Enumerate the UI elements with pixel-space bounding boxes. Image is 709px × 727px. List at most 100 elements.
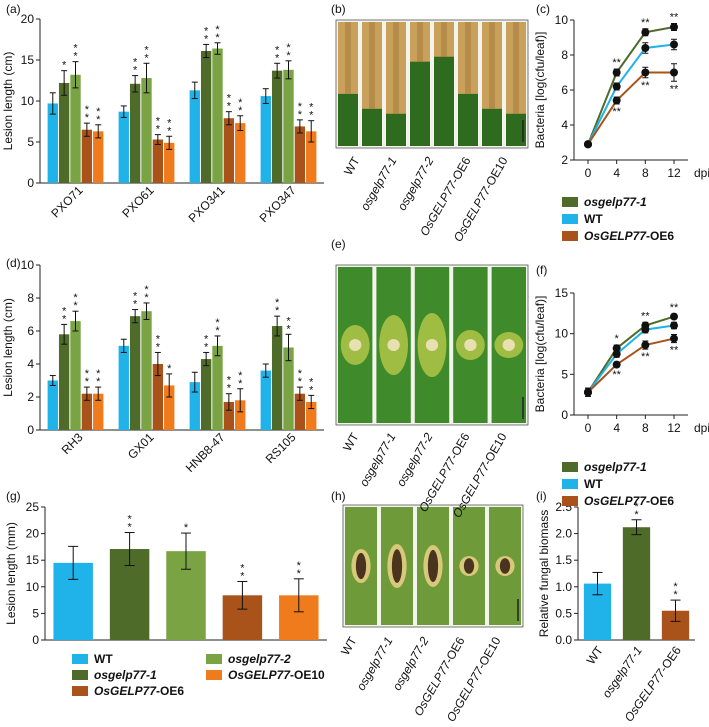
significance-star: * bbox=[133, 57, 138, 69]
chart-i-fungal-biomass: 0.00.51.01.52.02.5WT**osgelp77-1**OsGELP… bbox=[537, 500, 695, 724]
legend-label: OsGELP77-OE6 bbox=[584, 229, 674, 243]
x-tick-label: 0 bbox=[585, 421, 592, 435]
data-point bbox=[670, 334, 678, 343]
significance-star: * bbox=[297, 560, 302, 572]
leaf-lesion-core bbox=[355, 552, 367, 580]
bar bbox=[200, 359, 212, 430]
y-tick-label: 0 bbox=[27, 423, 34, 437]
bar bbox=[271, 326, 283, 430]
legend-label: osgelp77-1 bbox=[584, 195, 647, 209]
legend-label: osgelp77-1 bbox=[584, 460, 647, 474]
inoculation-site bbox=[387, 339, 400, 351]
photo-e-leaf-streak bbox=[335, 264, 529, 426]
photo-h-genotype-labels: WTosgelp77-1osgelp77-2OsGELP77-OE6OsGELP… bbox=[338, 634, 504, 724]
significance-star: * bbox=[184, 522, 189, 534]
significance-star: * bbox=[286, 42, 291, 54]
leaf-lesion-core bbox=[463, 558, 475, 574]
significance-star: * bbox=[133, 65, 138, 77]
significance-star: * bbox=[673, 581, 678, 593]
significance-star: * bbox=[227, 383, 232, 395]
legend-swatch bbox=[72, 654, 88, 664]
significance-star: ** bbox=[641, 351, 650, 363]
significance-star: * bbox=[167, 117, 172, 129]
y-tick-label: 15 bbox=[555, 286, 569, 300]
significance-star: * bbox=[298, 376, 303, 388]
genotype-label: osgelp77-2 bbox=[395, 154, 437, 213]
leaf-lesion-core bbox=[499, 558, 511, 574]
significance-star: * bbox=[73, 292, 78, 304]
significance-star: * bbox=[309, 376, 314, 388]
y-axis-title: Relative fungal biomass bbox=[537, 510, 551, 637]
significance-star: * bbox=[275, 52, 280, 64]
significance-star: * bbox=[73, 43, 78, 55]
legend-swatch bbox=[562, 197, 578, 207]
leaf-lesion-streak bbox=[393, 22, 399, 114]
panel-label-h: (h) bbox=[331, 489, 346, 503]
data-point bbox=[670, 40, 678, 49]
photo-h-leaf-blast bbox=[342, 504, 524, 628]
y-tick-label: 1.5 bbox=[555, 553, 572, 567]
x-tick-label: 12 bbox=[667, 166, 681, 180]
y-tick-label: 15 bbox=[21, 53, 35, 67]
significance-star: ** bbox=[641, 80, 650, 92]
leaf-lesion-streak bbox=[417, 22, 423, 62]
significance-star: * bbox=[309, 102, 314, 114]
genotype-label: osgelp77-1 bbox=[358, 155, 400, 213]
legend-swatch bbox=[562, 214, 578, 224]
y-tick-label: 8 bbox=[561, 48, 568, 62]
legend-label: WT bbox=[94, 652, 113, 666]
y-tick-label: 0 bbox=[27, 176, 34, 190]
significance-star: * bbox=[286, 50, 291, 62]
significance-star: ** bbox=[612, 369, 621, 381]
series-line bbox=[587, 337, 675, 393]
y-tick-label: 1.0 bbox=[555, 580, 572, 594]
data-point bbox=[641, 44, 650, 52]
significance-star: * bbox=[156, 124, 161, 136]
y-tick-label: 2.0 bbox=[555, 527, 572, 541]
bar bbox=[70, 74, 81, 183]
significance-star: * bbox=[238, 97, 243, 109]
x-tick-label: PXO347 bbox=[257, 183, 299, 225]
significance-star: * bbox=[167, 363, 172, 375]
significance-star: * bbox=[240, 562, 245, 574]
data-point bbox=[641, 28, 650, 37]
significance-star: * bbox=[298, 109, 303, 121]
significance-star: * bbox=[204, 25, 209, 37]
significance-star: ** bbox=[670, 345, 679, 357]
x-tick-label: 8 bbox=[642, 421, 649, 435]
significance-star: * bbox=[133, 299, 138, 311]
y-tick-label: 5 bbox=[27, 135, 34, 149]
significance-star: * bbox=[96, 368, 101, 380]
bar bbox=[212, 345, 223, 430]
significance-star: * bbox=[62, 60, 67, 72]
y-tick-label: 25 bbox=[26, 500, 40, 514]
legend-g: WT osgelp77-1 OsGELP77-OE6 osgelp77-2 OsGELP… bbox=[72, 652, 325, 698]
data-point bbox=[612, 360, 621, 369]
data-point bbox=[670, 312, 678, 321]
panel-label-f: (f) bbox=[536, 263, 547, 277]
bar bbox=[306, 401, 317, 430]
panel-label-a: (a) bbox=[6, 2, 21, 16]
significance-star: * bbox=[204, 33, 209, 45]
series-line bbox=[587, 315, 675, 393]
x-axis-title: dpi bbox=[694, 166, 709, 180]
significance-star: * bbox=[215, 325, 220, 337]
significance-star: ** bbox=[670, 12, 679, 24]
significance-star: * bbox=[615, 333, 620, 345]
y-tick-label: 10 bbox=[21, 94, 35, 108]
y-tick-label: 2 bbox=[27, 390, 34, 404]
data-point bbox=[612, 68, 621, 77]
legend-swatch bbox=[562, 231, 578, 241]
significance-star: * bbox=[673, 589, 678, 601]
bar bbox=[93, 393, 104, 430]
x-tick-label: PXO71 bbox=[48, 183, 85, 220]
y-tick-label: 4 bbox=[27, 357, 34, 371]
x-tick-label: PXO341 bbox=[186, 183, 228, 225]
y-axis-title: Bacteria [log(cfu/leaf)] bbox=[533, 32, 547, 149]
panel-label-e: (e) bbox=[331, 237, 346, 251]
data-point bbox=[641, 341, 650, 350]
photo-b-genotype-labels: WTosgelp77-1osgelp77-2OsGELP77-OE6OsGELP… bbox=[341, 154, 511, 244]
y-tick-label: 20 bbox=[26, 527, 40, 541]
